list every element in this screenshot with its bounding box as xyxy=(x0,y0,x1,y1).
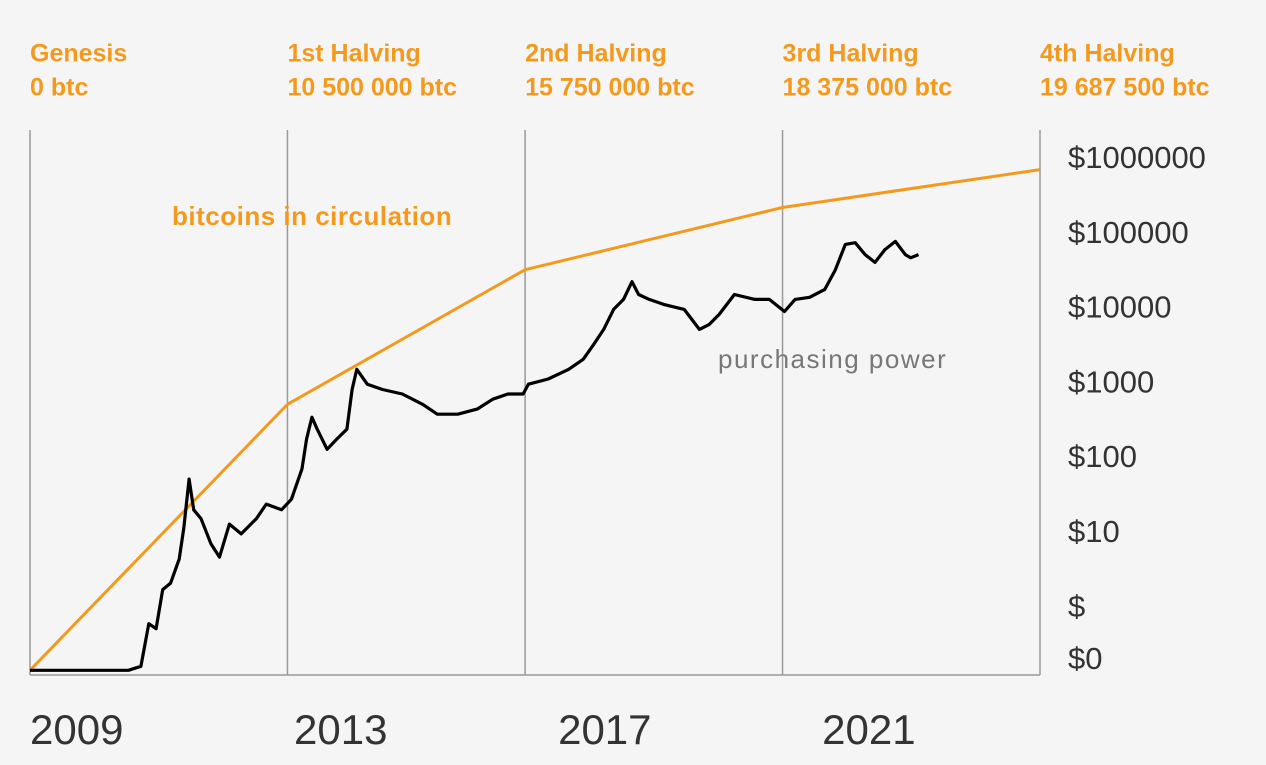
series-line xyxy=(28,168,1041,672)
halving-label: 3rd Halving xyxy=(783,40,919,68)
x-tick-label: 2009 xyxy=(30,706,123,753)
halving-supply: 0 btc xyxy=(30,74,88,102)
y-tick-label: $10000 xyxy=(1068,290,1171,325)
x-tick-label: 2013 xyxy=(294,706,387,753)
y-tick-label: $1000 xyxy=(1068,364,1154,399)
y-tick-label: $0 xyxy=(1068,641,1102,676)
halving-label: 2nd Halving xyxy=(525,40,667,68)
y-tick-label: $10 xyxy=(1068,514,1120,549)
halving-label: 1st Halving xyxy=(287,40,420,68)
series-line xyxy=(30,239,920,672)
series-label: bitcoins in circulation xyxy=(172,201,452,231)
y-tick-label: $100 xyxy=(1068,439,1137,474)
halving-label: 4th Halving xyxy=(1040,40,1175,68)
y-tick-label: $100000 xyxy=(1068,215,1189,250)
x-tick-label: 2017 xyxy=(558,706,651,753)
halving-supply: 15 750 000 btc xyxy=(525,74,695,102)
halving-supply: 18 375 000 btc xyxy=(783,74,953,102)
halving-supply: 19 687 500 btc xyxy=(1040,74,1210,102)
halving-supply: 10 500 000 btc xyxy=(287,74,457,102)
y-tick-label: $1000000 xyxy=(1068,140,1206,175)
y-tick-label: $ xyxy=(1068,589,1085,624)
series-label: purchasing power xyxy=(718,344,947,374)
x-tick-label: 2021 xyxy=(822,706,915,753)
halving-label: Genesis xyxy=(30,40,127,68)
